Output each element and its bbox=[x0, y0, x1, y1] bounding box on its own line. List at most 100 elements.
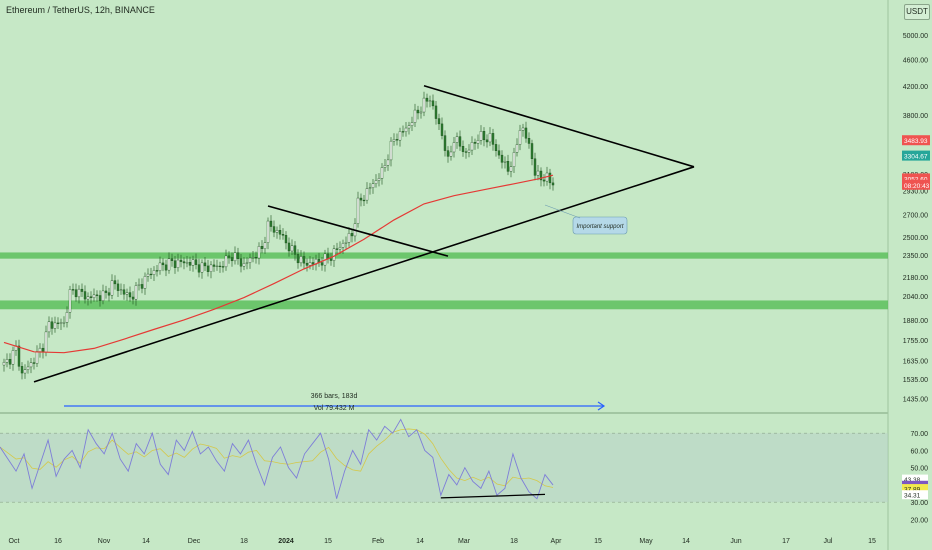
candle-body bbox=[35, 351, 39, 364]
candle-body bbox=[278, 230, 282, 235]
candles bbox=[2, 91, 555, 380]
candle-body bbox=[281, 234, 285, 236]
candle-body bbox=[248, 257, 252, 263]
candle-body bbox=[152, 270, 156, 275]
candle-body bbox=[464, 151, 468, 153]
candle-body bbox=[182, 261, 186, 264]
x-tick-label: Jul bbox=[824, 538, 833, 545]
candle-body bbox=[386, 159, 390, 166]
candle-body bbox=[98, 295, 102, 301]
candle-body bbox=[191, 259, 195, 266]
candle-body bbox=[230, 257, 234, 262]
x-tick-label: Mar bbox=[458, 538, 471, 545]
candle-body bbox=[173, 260, 177, 268]
candle-body bbox=[350, 233, 354, 237]
support-zone bbox=[0, 300, 888, 310]
x-tick-label: May bbox=[639, 538, 653, 545]
price-label-box bbox=[902, 135, 930, 146]
candle-body bbox=[443, 135, 447, 151]
candle-body bbox=[170, 258, 174, 261]
candle-body bbox=[95, 294, 99, 296]
candle-body bbox=[29, 362, 33, 368]
candle-body bbox=[458, 136, 462, 147]
candle-body bbox=[254, 257, 258, 259]
x-tick-label: Apr bbox=[551, 538, 563, 545]
price-tick-label: 2180.00 bbox=[903, 275, 928, 282]
candle-body bbox=[377, 178, 381, 181]
rsi-divergence-line[interactable] bbox=[440, 493, 546, 499]
price-tick-label: 2700.00 bbox=[903, 212, 928, 219]
candle-body bbox=[371, 183, 375, 188]
candle-body bbox=[74, 289, 78, 298]
moving-average-line bbox=[3, 174, 554, 354]
candle-body bbox=[110, 280, 114, 296]
candle-body bbox=[62, 322, 66, 324]
annotation-text: Important support bbox=[576, 224, 623, 230]
currency-button[interactable]: USDT bbox=[904, 4, 930, 20]
x-tick-label: Nov bbox=[98, 538, 111, 545]
candle-body bbox=[44, 331, 48, 353]
candle-body bbox=[497, 150, 501, 156]
candle-body bbox=[38, 347, 42, 352]
candle-body bbox=[158, 262, 162, 271]
candle-body bbox=[530, 143, 534, 160]
candle-body bbox=[413, 109, 417, 123]
candle-body bbox=[311, 262, 315, 265]
measure-bars-label: 366 bars, 183d bbox=[311, 393, 358, 400]
measure-arrowhead bbox=[597, 401, 606, 411]
candle-body bbox=[518, 130, 522, 145]
candle-body bbox=[53, 322, 57, 329]
trendline-local-resistance[interactable] bbox=[267, 205, 449, 257]
candle-body bbox=[287, 242, 291, 252]
candle-body bbox=[113, 280, 117, 285]
candle-body bbox=[482, 131, 486, 141]
candle-body bbox=[260, 246, 264, 249]
candle-body bbox=[140, 284, 144, 289]
candle-body bbox=[470, 142, 474, 151]
x-tick-label: 14 bbox=[142, 538, 150, 545]
candle-body bbox=[200, 262, 204, 273]
candle-body bbox=[431, 100, 435, 107]
candle-body bbox=[149, 273, 153, 276]
rsi-value-label: 37.89 bbox=[904, 487, 921, 494]
candle-body bbox=[320, 262, 324, 266]
x-tick-label: 2024 bbox=[278, 538, 294, 545]
candle-body bbox=[551, 182, 555, 186]
candle-body bbox=[227, 255, 231, 258]
candle-body bbox=[203, 262, 207, 267]
candle-body bbox=[494, 144, 498, 151]
rsi-value-label: 34.31 bbox=[904, 493, 921, 500]
candle-body bbox=[506, 161, 510, 172]
candle-body bbox=[224, 255, 228, 268]
candle-body bbox=[365, 188, 369, 201]
candle-body bbox=[491, 133, 495, 145]
candle-body bbox=[122, 289, 126, 295]
candle-body bbox=[56, 322, 60, 324]
price-label-box bbox=[902, 179, 930, 190]
candle-body bbox=[164, 264, 168, 271]
candle-body bbox=[20, 366, 24, 374]
candle-body bbox=[143, 276, 147, 289]
candle-body bbox=[119, 289, 123, 291]
x-tick-label: 15 bbox=[868, 538, 876, 545]
price-tick-label: 2350.00 bbox=[903, 253, 928, 260]
candle-body bbox=[440, 123, 444, 136]
trendline-descending-resistance[interactable] bbox=[423, 85, 695, 168]
candle-body bbox=[410, 122, 414, 126]
rsi-value-box bbox=[902, 484, 928, 494]
candle-body bbox=[161, 262, 165, 266]
candle-body bbox=[77, 288, 81, 298]
candle-body bbox=[395, 139, 399, 141]
measure-volume-label: Vol 79.432 M bbox=[314, 405, 355, 412]
price-tick-label: 1755.00 bbox=[903, 338, 928, 345]
trendline-long-term-support[interactable] bbox=[33, 166, 695, 383]
price-tick-label: 1535.00 bbox=[903, 377, 928, 384]
x-tick-label: 18 bbox=[510, 538, 518, 545]
rsi-tick-label: 70.00 bbox=[910, 431, 928, 438]
candle-body bbox=[17, 345, 21, 367]
candle-body bbox=[548, 172, 552, 184]
annotation-box[interactable] bbox=[572, 216, 628, 235]
candle-body bbox=[332, 248, 336, 261]
price-tick-label: 3800.00 bbox=[903, 113, 928, 120]
